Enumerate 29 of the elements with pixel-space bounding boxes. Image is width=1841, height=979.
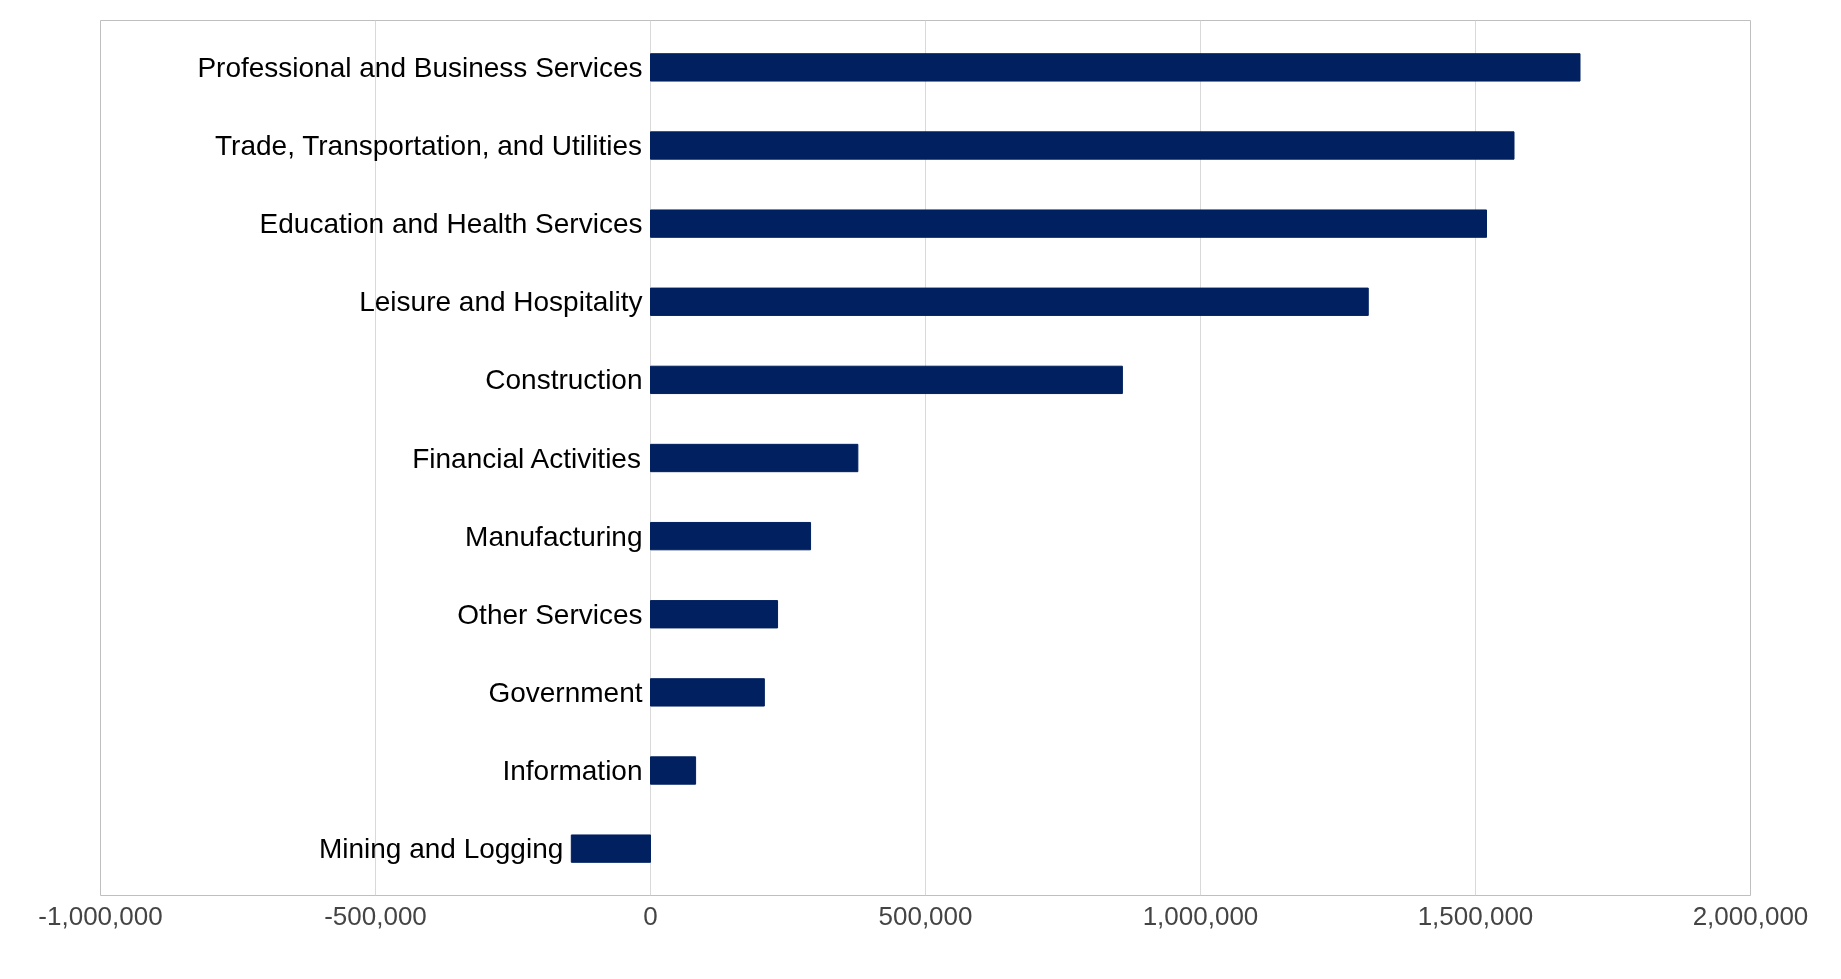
x-tick-label: -500,000 (324, 900, 427, 931)
x-tick-label: 1,500,000 (1417, 900, 1534, 931)
bar (650, 53, 1581, 82)
bar (650, 600, 779, 629)
y-tick-label: Manufacturing (465, 520, 643, 552)
x-tick-label: 2,000,000 (1692, 900, 1809, 931)
y-tick-label: Education and Health Services (259, 208, 643, 240)
y-tick-label: Professional and Business Services (197, 51, 643, 83)
bar (650, 209, 1487, 238)
x-tick-label: 0 (643, 900, 658, 931)
bar (650, 131, 1515, 160)
bar (650, 756, 697, 785)
bar (650, 443, 859, 473)
y-tick-label: Trade, Transportation, and Utilities (215, 130, 642, 161)
y-tick-label: Financial Activities (412, 442, 641, 474)
y-tick-label: Leisure and Hospitality (359, 286, 643, 318)
y-tick-label: Mining and Logging (318, 833, 564, 865)
bar (570, 834, 651, 863)
y-tick-label: Construction (485, 364, 643, 396)
bar (650, 678, 765, 707)
y-tick-label: Other Services (457, 598, 643, 630)
bar (650, 365, 1123, 395)
bar (650, 521, 812, 551)
y-tick-label: Government (488, 676, 643, 708)
y-tick-label: Information (502, 755, 643, 786)
x-tick-label: 1,000,000 (1142, 900, 1259, 931)
x-tick-label: -1,000,000 (38, 900, 163, 931)
bar (650, 287, 1369, 316)
x-tick-label: 500,000 (878, 900, 973, 931)
